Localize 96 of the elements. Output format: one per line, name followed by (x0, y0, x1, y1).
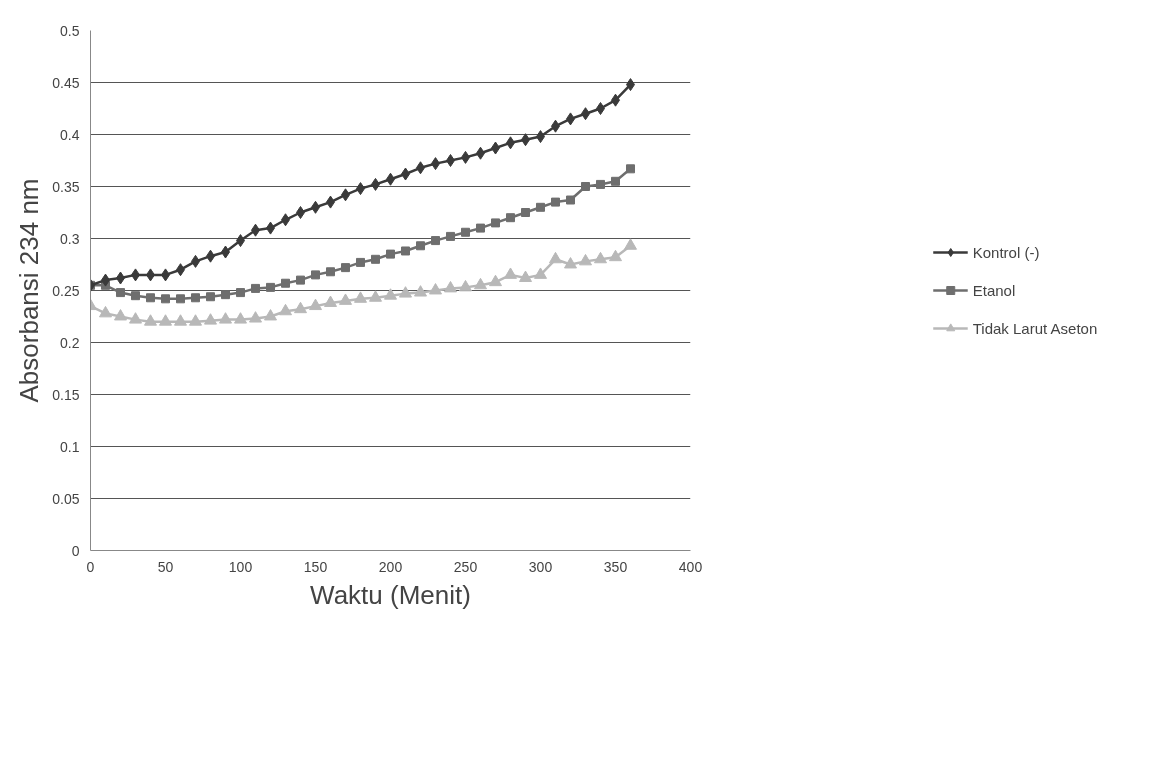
y-tick-label: 0.5 (60, 22, 80, 39)
x-tick-label: 50 (157, 558, 174, 575)
point (324, 295, 337, 307)
point (99, 305, 112, 318)
point (609, 249, 622, 262)
point (401, 246, 410, 256)
point (146, 293, 155, 303)
point (611, 176, 620, 186)
point (234, 312, 247, 324)
x-tick-label: 350 (603, 558, 628, 575)
x-tick-label: 300 (528, 558, 553, 575)
x-tick-label: 100 (228, 558, 253, 575)
point (131, 291, 140, 301)
point (446, 231, 455, 241)
point (114, 309, 127, 321)
point (294, 301, 307, 314)
point (431, 236, 440, 246)
point (549, 251, 562, 264)
y-tick-label: 0 (71, 542, 80, 559)
y-tick-label: 0.35 (52, 178, 80, 195)
point (161, 294, 170, 304)
point (566, 195, 575, 205)
point (414, 285, 427, 297)
y-tick-label: 0.1 (60, 438, 80, 455)
point (579, 253, 592, 266)
point (266, 282, 275, 292)
point (624, 238, 637, 250)
point (519, 270, 532, 282)
point (249, 311, 262, 323)
point (219, 312, 232, 324)
point (356, 257, 365, 267)
point (204, 313, 217, 325)
point (371, 254, 380, 264)
point (444, 280, 457, 293)
y-tick-label: 0.4 (60, 126, 80, 143)
x-tick-label: 400 (678, 558, 703, 575)
legend-label: Kontrol (-) (972, 243, 1040, 261)
point (236, 288, 245, 298)
point (551, 197, 560, 207)
y-tick-label: 0.15 (52, 386, 80, 403)
point (116, 288, 125, 298)
point (504, 267, 517, 279)
point (354, 291, 367, 303)
y-tick-label: 0.3 (60, 230, 80, 247)
y-tick-label: 0.25 (52, 282, 80, 299)
point (296, 275, 305, 285)
point (326, 267, 335, 277)
point (189, 314, 202, 326)
point (459, 279, 472, 292)
point (311, 270, 320, 280)
point (474, 277, 487, 290)
point (251, 283, 260, 293)
point (461, 227, 470, 237)
point (491, 218, 500, 228)
point (476, 223, 485, 233)
point (144, 314, 157, 326)
point (506, 213, 515, 223)
legend-label: Tidak Larut Aseton (972, 319, 1098, 337)
y-tick-label: 0.2 (60, 334, 80, 351)
point (489, 274, 502, 287)
point (581, 182, 590, 191)
point (596, 179, 605, 189)
point (191, 293, 200, 303)
point (176, 294, 185, 304)
point (279, 303, 292, 316)
point (386, 249, 395, 259)
point (206, 292, 215, 302)
point (594, 251, 607, 264)
x-tick-label: 250 (453, 558, 478, 575)
point (626, 164, 635, 174)
point (521, 208, 530, 217)
legend-label: Etanol (972, 281, 1016, 299)
x-tick-label: 200 (378, 558, 403, 575)
point (264, 309, 277, 321)
point (416, 241, 425, 251)
point (341, 263, 350, 273)
point (369, 290, 382, 302)
point (536, 202, 545, 212)
point (564, 257, 577, 269)
point (429, 283, 442, 295)
x-tick-label: 150 (303, 558, 328, 575)
point (309, 298, 322, 311)
point (174, 314, 187, 326)
point (399, 286, 412, 298)
point (534, 267, 547, 279)
point (129, 312, 142, 324)
point (281, 278, 290, 288)
y-tick-label: 0.05 (52, 490, 80, 507)
x-tick-label: 0 (86, 558, 95, 575)
point (384, 288, 397, 300)
point (221, 290, 230, 300)
y-axis-title: Absorbansi 234 nm (14, 178, 45, 403)
x-axis-title: Waktu (Menit) (310, 579, 471, 610)
y-tick-label: 0.45 (52, 74, 80, 91)
point (159, 314, 172, 326)
point (339, 293, 352, 305)
